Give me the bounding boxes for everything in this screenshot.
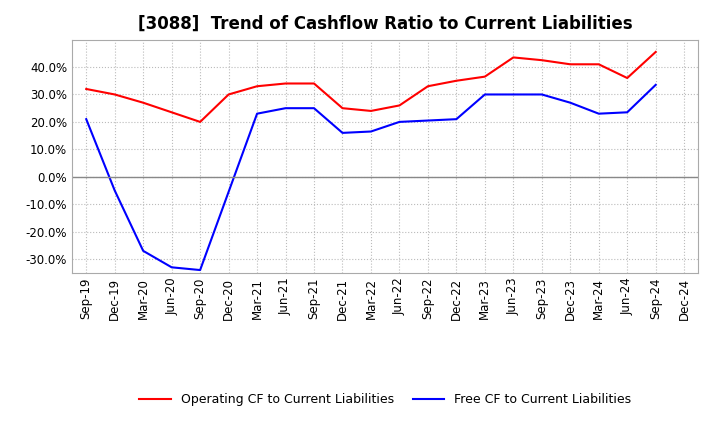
Operating CF to Current Liabilities	[395, 103, 404, 108]
Line: Free CF to Current Liabilities: Free CF to Current Liabilities	[86, 85, 656, 270]
Free CF to Current Liabilities	[310, 106, 318, 111]
Free CF to Current Liabilities	[110, 188, 119, 193]
Operating CF to Current Liabilities	[110, 92, 119, 97]
Free CF to Current Liabilities	[395, 119, 404, 125]
Free CF to Current Liabilities	[480, 92, 489, 97]
Operating CF to Current Liabilities	[423, 84, 432, 89]
Free CF to Current Liabilities	[253, 111, 261, 116]
Title: [3088]  Trend of Cashflow Ratio to Current Liabilities: [3088] Trend of Cashflow Ratio to Curren…	[138, 15, 632, 33]
Free CF to Current Liabilities	[338, 130, 347, 136]
Operating CF to Current Liabilities	[623, 75, 631, 81]
Free CF to Current Liabilities	[652, 82, 660, 88]
Operating CF to Current Liabilities	[480, 74, 489, 79]
Free CF to Current Liabilities	[167, 265, 176, 270]
Operating CF to Current Liabilities	[196, 119, 204, 125]
Line: Operating CF to Current Liabilities: Operating CF to Current Liabilities	[86, 52, 656, 122]
Free CF to Current Liabilities	[423, 118, 432, 123]
Operating CF to Current Liabilities	[310, 81, 318, 86]
Free CF to Current Liabilities	[452, 117, 461, 122]
Operating CF to Current Liabilities	[537, 58, 546, 63]
Operating CF to Current Liabilities	[82, 86, 91, 92]
Operating CF to Current Liabilities	[509, 55, 518, 60]
Free CF to Current Liabilities	[623, 110, 631, 115]
Free CF to Current Liabilities	[139, 248, 148, 253]
Free CF to Current Liabilities	[509, 92, 518, 97]
Free CF to Current Liabilities	[82, 117, 91, 122]
Operating CF to Current Liabilities	[595, 62, 603, 67]
Free CF to Current Liabilities	[366, 129, 375, 134]
Operating CF to Current Liabilities	[253, 84, 261, 89]
Operating CF to Current Liabilities	[282, 81, 290, 86]
Operating CF to Current Liabilities	[652, 49, 660, 55]
Operating CF to Current Liabilities	[338, 106, 347, 111]
Free CF to Current Liabilities	[196, 268, 204, 273]
Free CF to Current Liabilities	[566, 100, 575, 105]
Operating CF to Current Liabilities	[225, 92, 233, 97]
Free CF to Current Liabilities	[282, 106, 290, 111]
Operating CF to Current Liabilities	[566, 62, 575, 67]
Free CF to Current Liabilities	[537, 92, 546, 97]
Legend: Operating CF to Current Liabilities, Free CF to Current Liabilities: Operating CF to Current Liabilities, Fre…	[135, 388, 636, 411]
Operating CF to Current Liabilities	[366, 108, 375, 114]
Operating CF to Current Liabilities	[452, 78, 461, 84]
Free CF to Current Liabilities	[595, 111, 603, 116]
Operating CF to Current Liabilities	[139, 100, 148, 105]
